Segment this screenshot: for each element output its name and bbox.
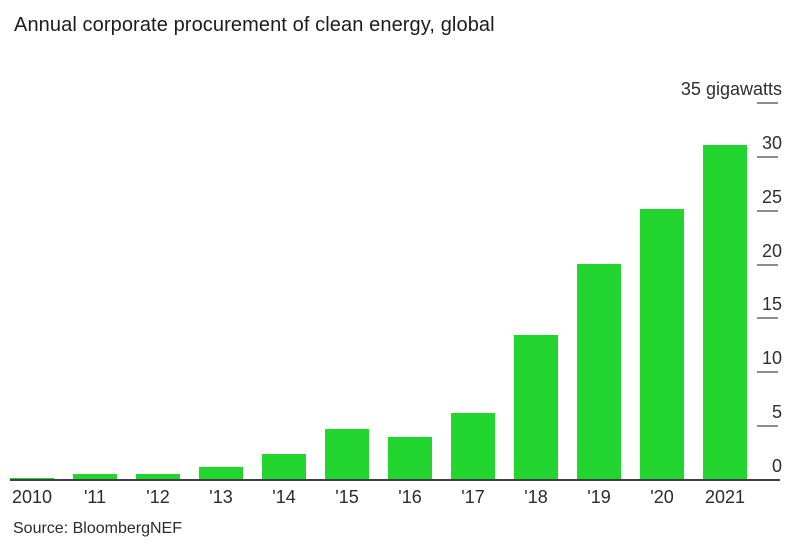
y-axis-label-0: 0 [771,456,782,476]
y-axis-label-15: 15 [761,294,782,314]
x-axis-label-13: '13 [209,487,233,507]
y-axis-tick-25 [757,210,778,212]
y-axis-label-25: 25 [761,187,782,207]
bar-18 [514,335,558,479]
x-axis-label-2021: 2021 [704,487,746,507]
y-axis-tick-15 [757,317,778,319]
x-axis-label-2010: 2010 [11,487,53,507]
bar-16 [388,437,432,479]
bar-2021 [703,145,747,479]
bar-15 [325,429,369,479]
y-axis-label-10: 10 [761,348,782,368]
x-axis-label-17: '17 [461,487,485,507]
source-note: Source: BloombergNEF [13,520,182,537]
y-axis-tick-10 [757,371,778,373]
x-axis-label-20: '20 [650,487,674,507]
bar-14 [262,454,306,479]
bar-12 [136,474,180,479]
x-axis-label-11: '11 [83,487,107,507]
x-axis-label-12: '12 [146,487,170,507]
x-axis-label-14: '14 [272,487,296,507]
y-axis-label-20: 20 [761,241,782,261]
bar-2010 [10,478,54,479]
bar-19 [577,264,621,479]
y-axis-tick-5 [757,425,778,427]
x-axis-label-19: '19 [587,487,611,507]
y-axis-label-30: 30 [761,133,782,153]
x-axis-line [10,479,780,481]
y-axis-tick-35 [757,102,778,104]
y-axis-label-35: 35 gigawatts [680,79,782,99]
y-axis-tick-30 [757,156,778,158]
y-axis-label-5: 5 [771,402,782,422]
bar-20 [640,209,684,479]
x-axis-label-16: '16 [398,487,422,507]
chart-title: Annual corporate procurement of clean en… [14,14,495,36]
bar-17 [451,413,495,479]
bar-13 [199,467,243,479]
x-axis-label-18: '18 [524,487,548,507]
x-axis-label-15: '15 [335,487,359,507]
bar-11 [73,474,117,479]
y-axis-tick-20 [757,264,778,266]
